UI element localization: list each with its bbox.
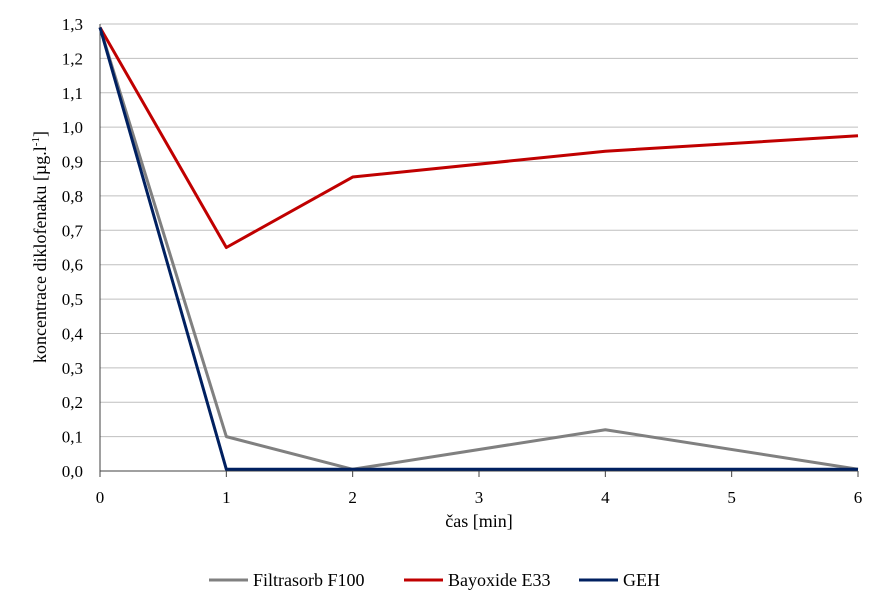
x-axis-title: čas [min] bbox=[445, 511, 512, 531]
y-tick-label: 0,5 bbox=[62, 290, 83, 309]
y-tick-label: 0,4 bbox=[62, 324, 84, 343]
x-tick-label: 0 bbox=[96, 488, 105, 507]
y-tick-label: 0,0 bbox=[62, 462, 83, 481]
y-tick-label: 0,8 bbox=[62, 187, 83, 206]
series-line-3 bbox=[98, 27, 858, 471]
x-tick-label: 3 bbox=[475, 488, 484, 507]
x-tick-label: 6 bbox=[854, 488, 863, 507]
legend-item: GEH bbox=[579, 570, 660, 590]
y-tick-label: 1,1 bbox=[62, 84, 83, 103]
x-tick-labels: 0 1 2 3 4 5 6 bbox=[96, 471, 863, 507]
series-line-1 bbox=[98, 26, 859, 471]
x-tick-label: 2 bbox=[348, 488, 357, 507]
legend-label: GEH bbox=[623, 570, 660, 590]
gridlines bbox=[100, 23, 858, 438]
series-lines bbox=[98, 26, 859, 471]
y-tick-label: 0,6 bbox=[62, 256, 83, 275]
legend-item: Filtrasorb F100 bbox=[209, 570, 365, 590]
x-tick-label: 1 bbox=[222, 488, 231, 507]
x-tick-label: 4 bbox=[601, 488, 610, 507]
legend-label: Bayoxide E33 bbox=[448, 570, 550, 590]
y-tick-label: 1,0 bbox=[62, 118, 83, 137]
y-tick-labels: 0,0 0,1 0,2 0,3 0,4 0,5 0,6 0,7 0,8 0,9 1,0 1,1 1,2 1… bbox=[62, 15, 84, 481]
axes bbox=[99, 24, 858, 472]
y-tick-label: 0,7 bbox=[62, 221, 84, 240]
legend-item: Bayoxide E33 bbox=[404, 570, 550, 590]
x-tick-label: 5 bbox=[727, 488, 736, 507]
y-axis-title-superscript: -1 bbox=[30, 137, 42, 146]
legend: Filtrasorb F100 Bayoxide E33 GEH bbox=[209, 570, 660, 590]
y-tick-label: 0,1 bbox=[62, 428, 83, 447]
y-tick-label: 0,9 bbox=[62, 153, 83, 172]
y-tick-label: 0,2 bbox=[62, 393, 83, 412]
y-tick-label: 0,3 bbox=[62, 359, 83, 378]
legend-label: Filtrasorb F100 bbox=[253, 570, 365, 590]
y-axis-title-main: koncentrace diklofenaku [µg.l bbox=[30, 146, 50, 363]
y-tick-label: 1,3 bbox=[62, 15, 83, 34]
y-axis-title-bracket: ] bbox=[30, 131, 50, 137]
y-axis-title: koncentrace diklofenaku [µg.l-1] bbox=[30, 131, 50, 363]
y-tick-label: 1,2 bbox=[62, 49, 83, 68]
series-line-2 bbox=[98, 26, 859, 249]
